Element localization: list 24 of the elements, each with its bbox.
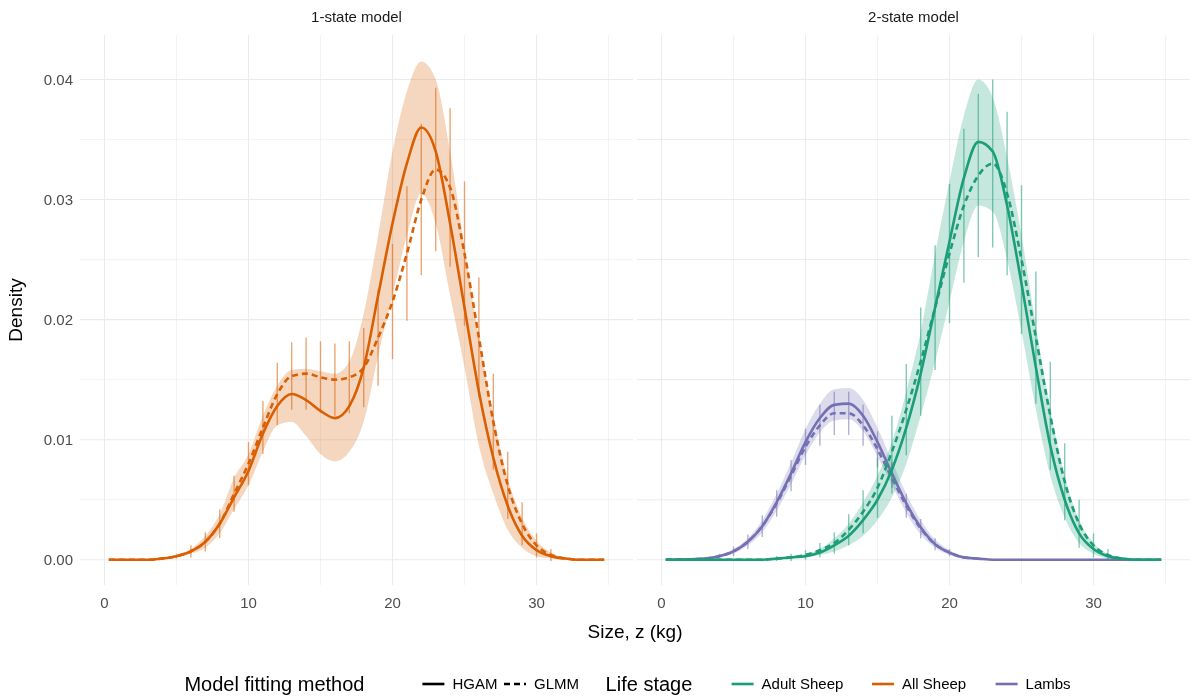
x-tick-label: 0	[657, 594, 666, 611]
x-tick-label: 30	[528, 594, 545, 611]
legend-label: Adult Sheep	[761, 675, 844, 693]
text: HGAM	[452, 675, 498, 693]
text: GLMM	[534, 675, 579, 693]
chart-title: 1-state model	[311, 8, 402, 25]
y-tick-label: 0.01	[43, 430, 73, 448]
y-tick-label: 0.04	[43, 70, 73, 88]
legend-label: All Sheep	[902, 675, 967, 693]
y-tick-label: 0.03	[43, 190, 73, 208]
x-axis-title: Size, z (kg)	[587, 621, 683, 642]
x-tick-label: 20	[941, 594, 958, 611]
x-tick-label: 30	[1085, 594, 1102, 611]
y-axis-title: Density	[5, 277, 26, 342]
legend-title: Life stage	[605, 673, 693, 695]
x-tick-label: 10	[240, 594, 257, 611]
x-tick-label: 0	[100, 594, 109, 611]
x-tick-label: 10	[797, 594, 814, 611]
text: 0.00	[43, 551, 73, 569]
y-tick-label: 0.02	[43, 310, 73, 328]
text: Model fitting method	[184, 673, 365, 695]
chart-title: 2-state model	[868, 8, 959, 25]
x-tick-label: 20	[384, 594, 401, 611]
legend-label: Lambs	[1025, 675, 1071, 693]
